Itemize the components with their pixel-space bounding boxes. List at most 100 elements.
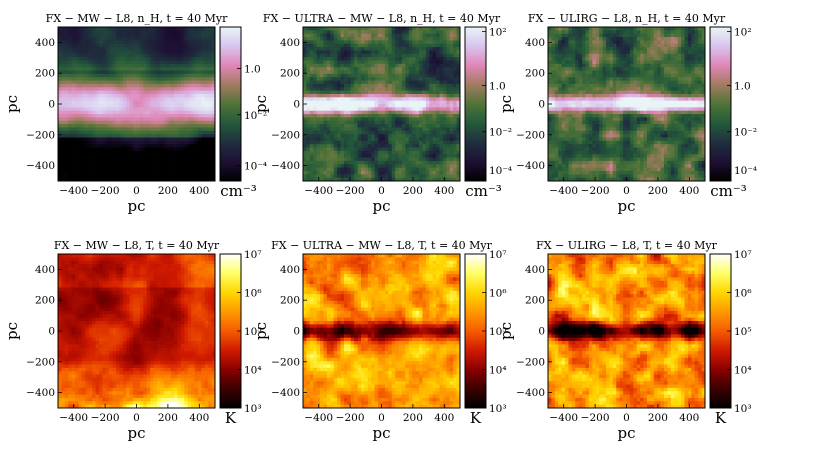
x-tick-label: 0 xyxy=(623,185,630,197)
colorbar-unit: cm⁻³ xyxy=(465,182,502,200)
colorbar-tick-label: 10⁴ xyxy=(489,365,507,377)
panel-title: FX − ULTRA − MW − L8, n_H, t = 40 Myr xyxy=(263,12,501,25)
colorbar-unit: K xyxy=(225,409,237,427)
colorbar-tick-label: 1.0 xyxy=(489,81,506,93)
x-tick-label: 0 xyxy=(378,412,385,424)
x-tick-label: 200 xyxy=(158,185,178,197)
y-tick-label: 200 xyxy=(525,295,545,307)
x-tick-label: −400 xyxy=(304,185,333,197)
colorbar-tick-label: 10⁵ xyxy=(489,326,507,338)
x-axis-label: pc xyxy=(372,197,390,215)
colorbar: 1.0 10⁻² 10⁻⁴ cm⁻³ xyxy=(219,26,267,200)
x-tick-label: 400 xyxy=(434,185,454,197)
y-tick-label: 0 xyxy=(538,326,545,338)
panel-title: FX − ULIRG − L8, n_H, t = 40 Myr xyxy=(528,12,726,25)
x-tick-label: −400 xyxy=(549,185,578,197)
x-axis-label: pc xyxy=(372,424,390,442)
y-tick-label: −200 xyxy=(516,356,545,368)
y-tick-label: −200 xyxy=(516,129,545,141)
colorbar-tick-label: 10⁶ xyxy=(734,288,752,300)
x-tick-label: −400 xyxy=(549,412,578,424)
colorbar: 10² 1.0 10⁻² 10⁻⁴ cm⁻³ xyxy=(709,26,757,200)
heatmap-image xyxy=(548,254,706,409)
y-tick-label: −400 xyxy=(26,387,55,399)
x-tick-label: 0 xyxy=(378,185,385,197)
colorbar: 10⁷ 10⁶ 10⁵ 10⁴ 10³ K xyxy=(219,249,262,427)
x-axis-label: pc xyxy=(127,197,145,215)
y-tick-label: 400 xyxy=(35,264,55,276)
y-tick-label: −200 xyxy=(271,129,300,141)
x-tick-label: 200 xyxy=(648,412,668,424)
colorbar-tick-label: 1.0 xyxy=(734,81,751,93)
colorbar-tick-label: 10³ xyxy=(244,403,262,415)
colorbar-tick-label: 10³ xyxy=(734,403,752,415)
x-tick-label: 200 xyxy=(158,412,178,424)
y-axis-label: pc xyxy=(497,95,515,113)
colorbar-tick-label: 10⁻² xyxy=(489,127,512,139)
colorbar-tick-label: 10² xyxy=(489,27,507,39)
x-tick-label: 0 xyxy=(623,412,630,424)
y-tick-label: 400 xyxy=(280,264,300,276)
colorbar-tick-label: 10⁻² xyxy=(244,110,267,122)
panel-title: FX − ULTRA − MW − L8, T, t = 40 Myr xyxy=(271,239,493,252)
colorbar-unit: cm⁻³ xyxy=(710,182,747,200)
colorbar-tick-label: 10⁵ xyxy=(244,326,262,338)
colorbar-tick-label: 10⁶ xyxy=(244,288,262,300)
x-tick-label: 400 xyxy=(679,185,699,197)
x-tick-label: −200 xyxy=(91,412,120,424)
colorbar-tick-label: 10⁷ xyxy=(244,249,262,261)
colorbar: 10⁷ 10⁶ 10⁵ 10⁴ 10³ K xyxy=(709,249,752,427)
x-tick-label: −200 xyxy=(581,412,610,424)
colorbar-tick-label: 10⁴ xyxy=(244,365,262,377)
y-tick-label: 200 xyxy=(280,295,300,307)
panel-title: FX − ULIRG − L8, T, t = 40 Myr xyxy=(536,239,717,252)
x-tick-label: −400 xyxy=(304,412,333,424)
y-tick-label: 200 xyxy=(35,68,55,80)
y-tick-label: 200 xyxy=(35,295,55,307)
colorbar-tick-label: 10² xyxy=(734,27,752,39)
colorbar-tick-label: 10⁴ xyxy=(734,365,752,377)
x-axis-label: pc xyxy=(127,424,145,442)
y-tick-label: 0 xyxy=(538,99,545,111)
y-tick-label: 400 xyxy=(280,37,300,49)
y-tick-label: 200 xyxy=(280,68,300,80)
y-tick-label: −200 xyxy=(26,356,55,368)
x-tick-label: 200 xyxy=(403,185,423,197)
colorbar-tick-label: 10⁻⁴ xyxy=(244,161,267,173)
colorbar-unit: K xyxy=(470,409,482,427)
y-axis-label: pc xyxy=(252,95,270,113)
x-tick-label: 0 xyxy=(133,185,140,197)
y-tick-label: −400 xyxy=(271,160,300,172)
x-tick-label: 400 xyxy=(679,412,699,424)
colorbar: 10⁷ 10⁶ 10⁵ 10⁴ 10³ K xyxy=(464,249,507,427)
y-tick-label: 200 xyxy=(525,68,545,80)
y-axis-label: pc xyxy=(3,322,21,340)
y-axis-label: pc xyxy=(252,322,270,340)
colorbar-tick-label: 10⁻² xyxy=(734,127,757,139)
y-tick-label: −400 xyxy=(271,387,300,399)
heatmap-image xyxy=(548,27,706,182)
x-tick-label: 0 xyxy=(133,412,140,424)
colorbar-unit: K xyxy=(715,409,727,427)
colorbar-unit: cm⁻³ xyxy=(220,182,257,200)
y-tick-label: 400 xyxy=(35,37,55,49)
panel-title: FX − MW − L8, n_H, t = 40 Myr xyxy=(46,12,229,25)
panel-title: FX − MW − L8, T, t = 40 Myr xyxy=(54,239,220,252)
y-tick-label: −200 xyxy=(271,356,300,368)
colorbar-tick-label: 10⁵ xyxy=(734,326,752,338)
x-tick-label: −400 xyxy=(59,185,88,197)
x-tick-label: 400 xyxy=(189,412,209,424)
colorbar-tick-label: 1.0 xyxy=(244,64,261,76)
y-tick-label: 0 xyxy=(293,326,300,338)
y-tick-label: 0 xyxy=(48,99,55,111)
x-tick-label: −200 xyxy=(336,412,365,424)
x-axis-label: pc xyxy=(617,424,635,442)
heatmap-image xyxy=(303,27,461,182)
x-tick-label: −400 xyxy=(59,412,88,424)
y-tick-label: 400 xyxy=(525,264,545,276)
x-tick-label: 400 xyxy=(434,412,454,424)
